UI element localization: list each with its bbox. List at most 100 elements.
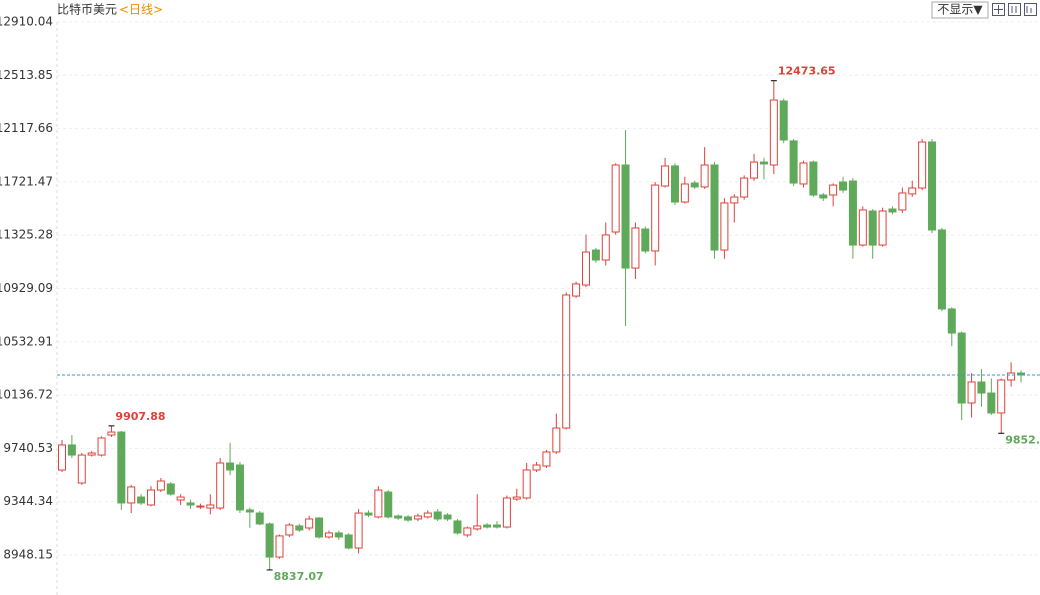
candle-body: [315, 517, 324, 538]
candle-body: [493, 524, 502, 528]
candle-body: [137, 496, 146, 504]
candle-body: [957, 332, 966, 404]
y-tick-label: 8948.15: [3, 547, 53, 561]
y-tick-label: 12513.85: [0, 68, 53, 82]
candle-body: [928, 141, 937, 231]
candle-body: [87, 452, 96, 456]
candle-body: [67, 444, 76, 456]
candle-body: [255, 512, 264, 525]
candle-body: [404, 516, 413, 521]
candle-body: [384, 491, 393, 518]
y-tick-label: 12117.66: [0, 121, 53, 135]
candle-body: [750, 161, 759, 179]
candle-body: [502, 497, 511, 528]
candle-body: [334, 532, 343, 538]
extreme-label: 8837.07: [274, 570, 324, 583]
candle-body: [176, 496, 185, 501]
candle-body: [433, 511, 442, 520]
extreme-label: 12473.65: [778, 65, 836, 78]
candle-body: [1007, 372, 1016, 381]
candle-body: [987, 392, 996, 414]
candle-body: [107, 431, 116, 436]
candle-body: [651, 184, 660, 252]
candle-body: [354, 512, 363, 549]
y-tick-label: 12910.04: [0, 15, 53, 29]
hide-button[interactable]: 不显示▼: [937, 3, 983, 17]
candle-body: [937, 229, 946, 310]
candle-body: [977, 381, 986, 394]
candle-body: [918, 141, 927, 189]
hide-button-frame[interactable]: [931, 1, 989, 19]
candle-body: [58, 444, 66, 471]
candle-body: [611, 164, 620, 233]
candle-body: [1017, 372, 1025, 376]
candle-body: [156, 480, 165, 491]
candle-body: [542, 451, 551, 467]
y-tick-label: 11325.28: [0, 228, 53, 242]
candle-body: [997, 379, 1006, 414]
candle-body: [166, 483, 175, 495]
y-tick-label: 9344.34: [3, 494, 53, 508]
candle-body: [839, 181, 848, 191]
candle-body: [730, 196, 739, 204]
candle-body: [146, 489, 155, 506]
candle-body: [759, 161, 768, 165]
candle-body: [285, 524, 294, 536]
candle-body: [601, 234, 610, 261]
extreme-label: 9852.9: [1005, 433, 1040, 446]
candle-body: [196, 505, 205, 508]
candle-body: [908, 187, 917, 195]
y-tick-label: 10136.72: [0, 388, 53, 402]
candle-body: [127, 486, 136, 504]
candle-body: [769, 99, 778, 166]
candle-body: [789, 140, 798, 184]
candle-body: [216, 462, 225, 509]
candle-body: [77, 454, 86, 484]
period-label[interactable]: <日线>: [119, 3, 163, 17]
candle-body: [235, 464, 244, 511]
y-tick-label: 10929.09: [0, 281, 53, 295]
candle-body: [779, 100, 788, 141]
candle-body: [186, 502, 195, 506]
candle-body: [740, 177, 749, 198]
candle-body: [413, 515, 422, 520]
candle-body: [443, 514, 452, 520]
candle-body: [532, 464, 541, 471]
candle-body: [581, 251, 590, 286]
candle-body: [512, 496, 521, 500]
candle-body: [868, 210, 877, 246]
candle-body: [453, 520, 462, 534]
candle-body: [275, 535, 284, 558]
candle-body: [720, 202, 729, 251]
candle-body: [641, 228, 650, 252]
candle-body: [700, 164, 709, 188]
candle-body: [324, 532, 333, 538]
candle-body: [829, 184, 838, 196]
candle-body: [305, 518, 314, 529]
candle-body: [670, 165, 679, 203]
candle-body: [374, 489, 383, 518]
candle-body: [631, 227, 640, 269]
candle-body: [898, 192, 907, 211]
candle-body: [463, 527, 472, 536]
y-tick-label: 11721.47: [0, 174, 53, 188]
candle-body: [572, 283, 581, 297]
y-tick-label: 9740.53: [3, 441, 53, 455]
candle-body: [878, 210, 887, 246]
candle-body: [97, 437, 106, 456]
candle-body: [888, 208, 897, 213]
candle-body: [809, 161, 818, 196]
candle-body: [819, 194, 828, 199]
candle-body: [848, 180, 857, 246]
candle-body: [522, 469, 531, 499]
candle-body: [680, 183, 689, 203]
candle-body: [483, 524, 492, 528]
candle-body: [265, 523, 274, 558]
toolbar-icons[interactable]: [992, 3, 1037, 16]
candle-body: [245, 509, 254, 513]
candle-body: [967, 381, 976, 404]
candle-body: [799, 162, 808, 185]
candle-body: [364, 512, 373, 516]
candle-body: [295, 525, 304, 531]
extreme-label: 9907.88: [115, 410, 165, 423]
